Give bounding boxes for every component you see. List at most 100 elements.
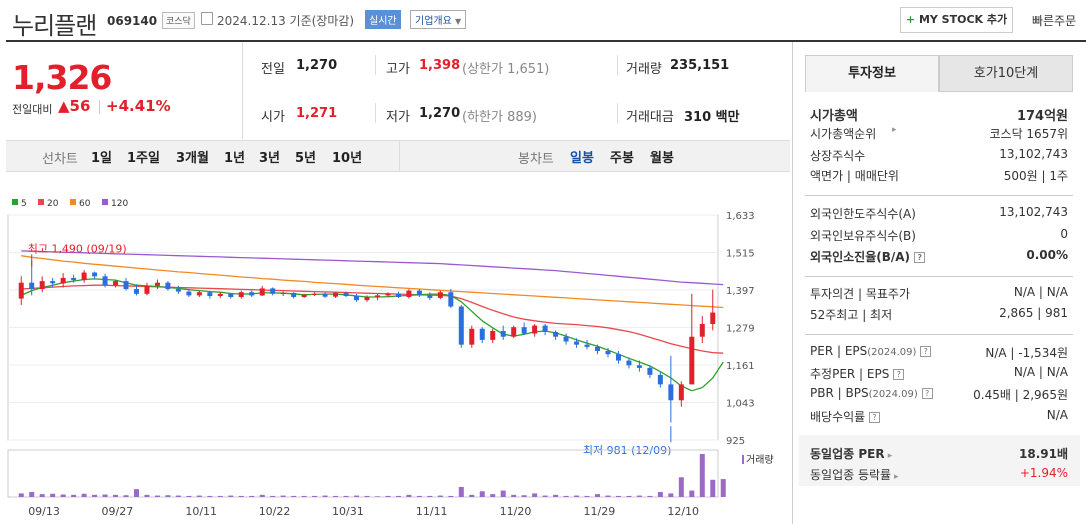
separator (805, 334, 1073, 335)
volume-bar (354, 495, 360, 497)
period-5y[interactable]: 5년 (295, 151, 317, 166)
volume-bar (615, 495, 621, 497)
candle-daily[interactable]: 일봉 (570, 151, 594, 166)
candle-body (175, 289, 181, 292)
period-1d[interactable]: 1일 (91, 151, 113, 166)
candle-body (154, 282, 160, 286)
company-overview-button[interactable]: 기업개요 ▼ (410, 10, 467, 29)
candle-body (532, 325, 538, 334)
divider (617, 103, 618, 123)
legend-swatch (70, 199, 76, 205)
candle-body (186, 291, 192, 296)
candle-body (113, 281, 119, 286)
help-icon: ? (869, 412, 881, 423)
volume-bar (322, 495, 328, 497)
row-market-cap: 시가총액 174억원 (810, 109, 1068, 124)
candle-body (689, 336, 695, 385)
volume-bar (312, 495, 318, 497)
row-mcap-rank: 시가총액순위 ▸ 코스닥 1657위 (810, 125, 1068, 141)
volume-bar (553, 494, 559, 497)
plus-icon: + (905, 13, 916, 26)
candle-body (18, 282, 24, 299)
row-industry-per: 동일업종 PER ▸ 18.91배 (810, 447, 1068, 461)
candle-body (605, 351, 611, 355)
candle-body (636, 365, 642, 368)
volume-frame (7, 449, 719, 498)
tab-orderbook[interactable]: 호가10단계 (939, 55, 1073, 92)
y-tick-label: 1,397 (726, 286, 755, 297)
industry-box (799, 435, 1080, 486)
legend-label: 5 (21, 199, 27, 209)
add-mystock-button[interactable]: + MY STOCK 추가 (900, 7, 1013, 33)
candle-body (574, 341, 580, 345)
volume-bar (563, 495, 569, 497)
volume-bar (60, 494, 66, 497)
candle-body (437, 292, 443, 298)
volume-bar (605, 495, 611, 497)
candle-body (678, 384, 684, 401)
period-10y[interactable]: 10년 (332, 151, 363, 166)
volume-bar (154, 495, 160, 497)
volume-bar (175, 495, 181, 497)
realtime-button[interactable]: 실시간 (365, 10, 401, 29)
period-1w[interactable]: 1주일 (127, 151, 160, 166)
candle-body (626, 360, 632, 366)
volume-bar (301, 495, 307, 497)
volume-bar (647, 495, 653, 497)
change-percent: +4.41% (106, 97, 171, 115)
period-3y[interactable]: 3년 (259, 151, 281, 166)
candle-body (710, 312, 716, 325)
candle-body (542, 325, 548, 332)
candle-body (511, 327, 517, 337)
candle-body (364, 296, 370, 301)
volume-bar (542, 495, 548, 497)
amount-value: 310 백만 (684, 110, 740, 125)
quick-order-link[interactable]: 빠른주문 (1032, 14, 1077, 28)
candle-body (133, 289, 139, 294)
y-tick-label: 1,279 (726, 324, 755, 335)
x-tick-label: 10/11 (185, 505, 217, 518)
candle-body (249, 292, 255, 296)
help-icon: ? (893, 369, 905, 380)
upper-limit: (상한가 1,651) (462, 62, 550, 77)
x-tick-label: 11/11 (416, 505, 448, 518)
row-opinion: 투자의견 | 목표주가 N/A | N/A (810, 285, 1068, 301)
divider (375, 103, 376, 123)
legend-swatch (38, 199, 44, 205)
help-icon: ? (914, 252, 926, 263)
volume-bar (280, 495, 286, 497)
candle-body (196, 292, 202, 296)
low-annotation: 최저 981 (12/09) (583, 444, 672, 457)
candle-body (500, 330, 506, 337)
candle-body (50, 281, 56, 284)
candle-body (165, 282, 171, 290)
candle-body (553, 331, 559, 337)
period-3m[interactable]: 3개월 (176, 151, 209, 166)
candle-body (699, 324, 705, 337)
candle-body (395, 293, 401, 297)
candle-body (406, 290, 412, 297)
row-per-eps: PER | EPS(2024.09) ? N/A | -1,534원 (810, 344, 1068, 360)
y-tick-label: 1,161 (726, 361, 755, 372)
period-1y[interactable]: 1년 (224, 151, 246, 166)
volume-bar (102, 494, 108, 497)
volume-bar (595, 494, 601, 497)
volume-bar (196, 495, 202, 497)
divider (399, 141, 400, 171)
row-industry-change: 동일업종 등락률 ▸ +1.94% (810, 466, 1068, 482)
candle-body (416, 290, 422, 296)
candle-body (60, 277, 66, 284)
candle-weekly[interactable]: 주봉 (610, 151, 634, 166)
volume-bar (238, 495, 244, 497)
divider (617, 55, 618, 75)
row-52week: 52주최고 | 최저 2,865 | 981 (810, 306, 1068, 322)
volume-bar (228, 495, 234, 497)
candle-chart-label: 봉차트 (518, 152, 554, 167)
candle-body (259, 288, 265, 296)
tab-invest-info[interactable]: 투자정보 (805, 55, 939, 92)
candle-monthly[interactable]: 월봉 (650, 151, 674, 166)
divider (375, 55, 376, 75)
candle-body (615, 354, 621, 361)
volume-bar (678, 477, 684, 497)
volume-bar (458, 486, 464, 497)
